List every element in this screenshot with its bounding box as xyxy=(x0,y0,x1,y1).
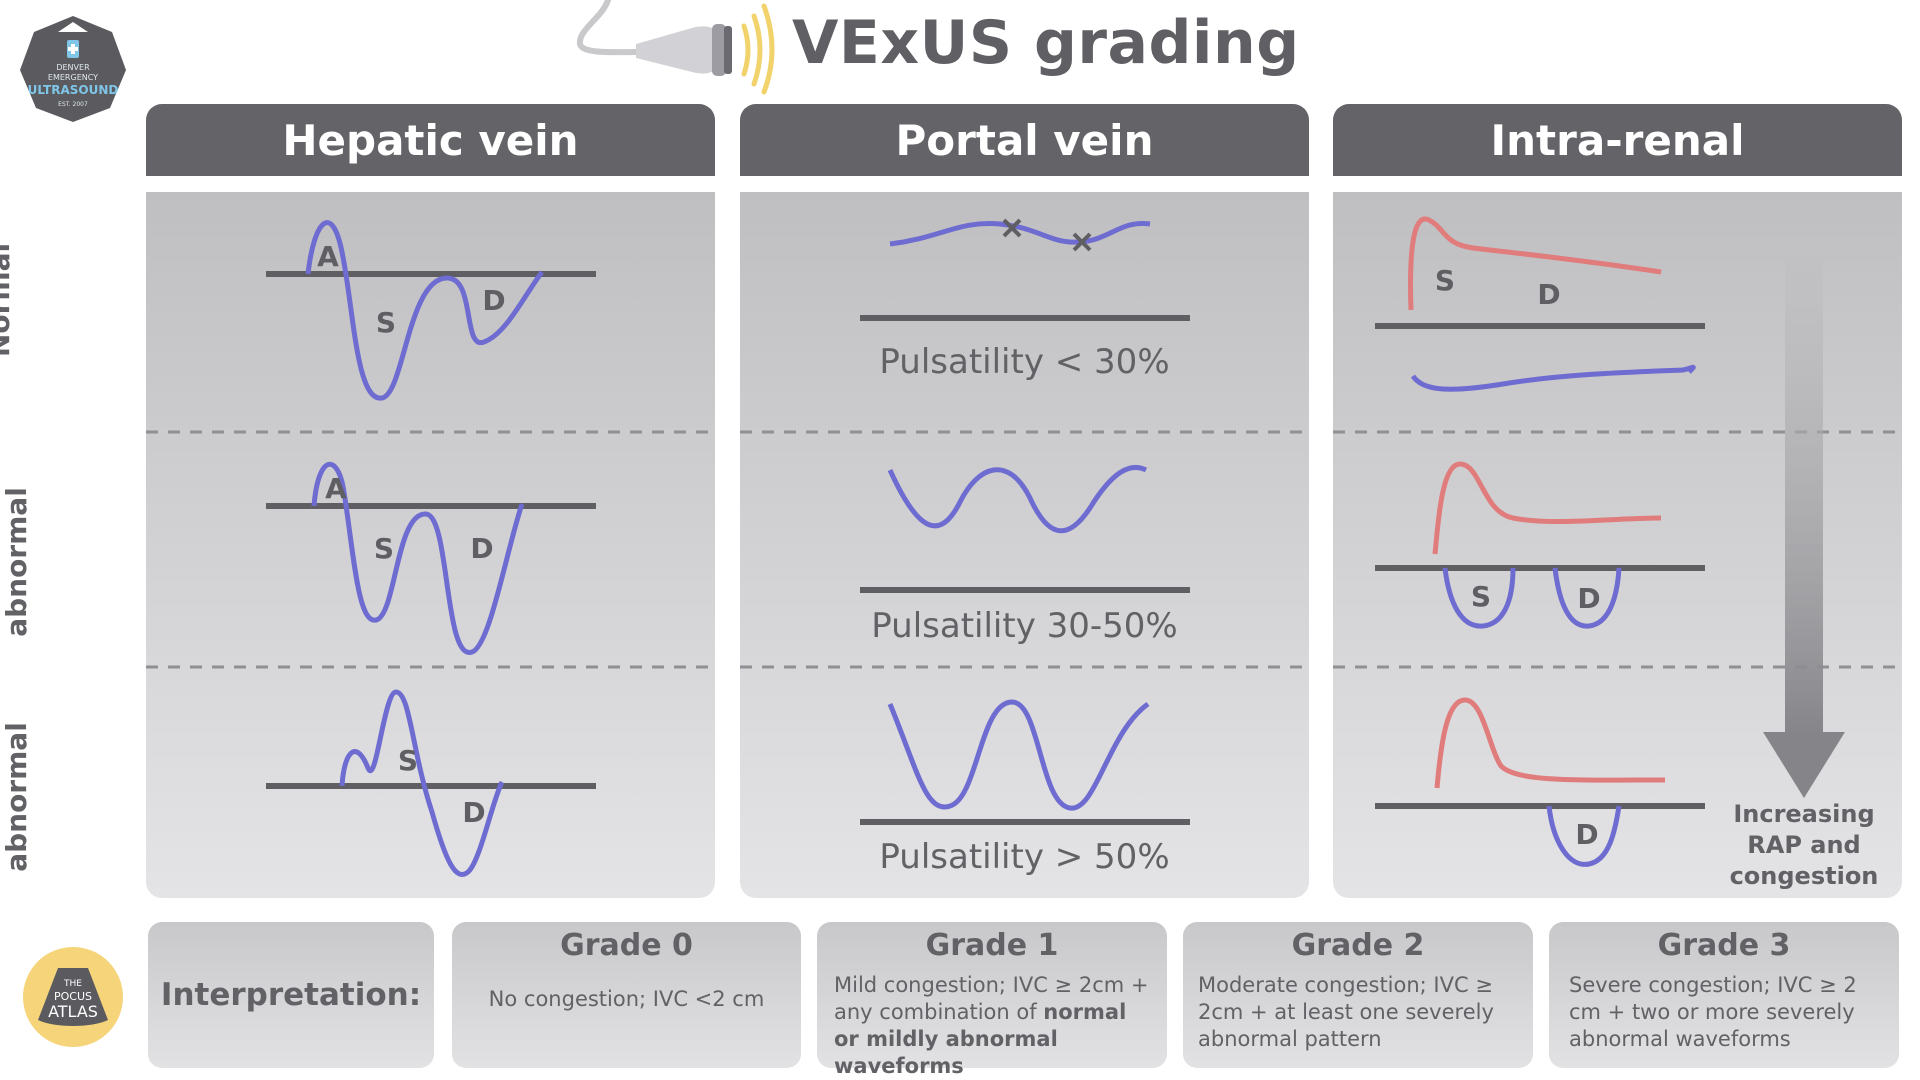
row-label-severely-abnormal-text: Severely abnormal xyxy=(0,722,33,872)
grade-1-box: Grade 1 Mild congestion; IVC ≥ 2cm + any… xyxy=(817,922,1167,1078)
renal-normal-s-label: S xyxy=(1435,264,1455,297)
hepatic-normal-s-label: S xyxy=(376,306,396,339)
grade-1-title: Grade 1 xyxy=(925,928,1059,963)
grade-0-title: Grade 0 xyxy=(560,928,693,963)
renal-normal-d-label: D xyxy=(1537,278,1560,311)
row-label-normal: Normal xyxy=(0,242,16,358)
renal-mild-arterial-waveform xyxy=(1432,461,1662,555)
renal-normal-arterial-waveform xyxy=(1408,216,1662,311)
hepatic-normal-a-label: A xyxy=(317,240,339,273)
denver-ultrasound-logo: DENVER EMERGENCY ULTRASOUND EST. 2007 xyxy=(18,14,128,124)
hepatic-severe-d-label: D xyxy=(462,796,485,829)
renal-severe-arterial-waveform xyxy=(1434,697,1666,789)
interpretation-label: Interpretation: xyxy=(160,977,422,1013)
row-label-severely-abnormal: Severely abnormal xyxy=(0,702,34,892)
pocus-logo-line-3: ATLAS xyxy=(48,1002,98,1021)
column-header-hepatic: Hepatic vein xyxy=(146,104,715,176)
logo-line-2: EMERGENCY xyxy=(48,73,98,82)
renal-normal-venous-waveform xyxy=(1410,364,1696,392)
column-header-renal: Intra-renal xyxy=(1333,104,1902,176)
renal-mild-d-venous-waveform xyxy=(1552,567,1622,629)
grade-1-description: Mild congestion; IVC ≥ 2cm + any combina… xyxy=(834,972,1155,1080)
panel-intra-renal: S D S D D Increasing RAP and congesti xyxy=(1333,192,1902,898)
arrow-label-line-2: RAP and xyxy=(1747,831,1861,859)
portal-normal-cross-1 xyxy=(1002,218,1022,238)
grade-3-description: Severe congestion; IVC ≥ 2 cm + two or m… xyxy=(1569,973,1857,1051)
hepatic-mild-d-label: D xyxy=(470,532,493,565)
logo-line-3: ULTRASOUND xyxy=(28,83,119,97)
renal-mild-d-label: D xyxy=(1577,582,1600,615)
arrow-label: Increasing RAP and congestion xyxy=(1714,799,1894,892)
renal-severe-d-venous-waveform xyxy=(1546,805,1622,867)
portal-severe-waveform xyxy=(887,699,1150,811)
renal-severe-d-label: D xyxy=(1575,818,1598,851)
grade-0-box: Grade 0 No congestion; IVC <2 cm xyxy=(452,922,801,1068)
portal-normal-waveform xyxy=(889,220,1151,247)
column-header-portal: Portal vein xyxy=(740,104,1309,176)
logo-line-4: EST. 2007 xyxy=(58,101,88,108)
grade-2-box: Grade 2 Moderate congestion; IVC ≥ 2cm +… xyxy=(1183,922,1533,1068)
increasing-congestion-arrow xyxy=(1763,256,1845,798)
grade-2-description: Moderate congestion; IVC ≥ 2cm + at leas… xyxy=(1198,973,1494,1051)
portal-pulsatility-severe: Pulsatility > 50% xyxy=(879,837,1170,877)
panel-portal-vein: Pulsatility < 30% Pulsatility 30-50% Pul… xyxy=(740,192,1309,898)
hepatic-mild-waveform xyxy=(311,461,525,655)
hepatic-normal-d-label: D xyxy=(482,284,505,317)
portal-pulsatility-mild: Pulsatility 30-50% xyxy=(871,606,1178,646)
grade-1-description-bold: normal or mildly abnormal waveforms xyxy=(834,1000,1127,1078)
pocus-atlas-logo: THE POCUS ATLAS xyxy=(22,946,124,1048)
logo-line-1: DENVER xyxy=(56,63,90,72)
hepatic-normal-waveform xyxy=(305,220,545,401)
row-label-mildly-abnormal: Mildly abnormal xyxy=(0,467,34,657)
portal-normal-cross-2 xyxy=(1072,232,1092,252)
interpretation-box: Interpretation: xyxy=(148,922,434,1068)
hepatic-severe-waveform xyxy=(339,689,505,877)
renal-mild-s-venous-waveform xyxy=(1442,567,1516,629)
pocus-logo-line-2: POCUS xyxy=(54,990,92,1003)
portal-pulsatility-normal: Pulsatility < 30% xyxy=(879,342,1170,382)
row-label-mildly-abnormal-text: Mildly abnormal xyxy=(0,487,33,637)
page-title: VExUS grading xyxy=(792,8,1300,78)
grade-2-title: Grade 2 xyxy=(1291,928,1425,963)
grade-0-description: No congestion; IVC <2 cm xyxy=(488,987,765,1011)
hepatic-mild-a-label: A xyxy=(325,472,347,505)
arrow-label-line-1: Increasing xyxy=(1733,800,1875,828)
panel-hepatic-vein: A S D A S D S D xyxy=(146,192,715,898)
arrow-label-line-3: congestion xyxy=(1729,862,1879,890)
grade-3-box: Grade 3 Severe congestion; IVC ≥ 2 cm + … xyxy=(1549,922,1899,1068)
renal-mild-s-label: S xyxy=(1471,580,1491,613)
grade-3-title: Grade 3 xyxy=(1657,928,1791,963)
hepatic-severe-s-label: S xyxy=(398,744,418,777)
ultrasound-probe-icon xyxy=(572,0,784,96)
portal-mild-waveform xyxy=(887,464,1148,534)
grade-1-description-text: Mild congestion; IVC ≥ 2cm + any combina… xyxy=(834,973,1149,1024)
hepatic-mild-s-label: S xyxy=(374,532,394,565)
pocus-logo-line-1: THE xyxy=(63,979,82,989)
